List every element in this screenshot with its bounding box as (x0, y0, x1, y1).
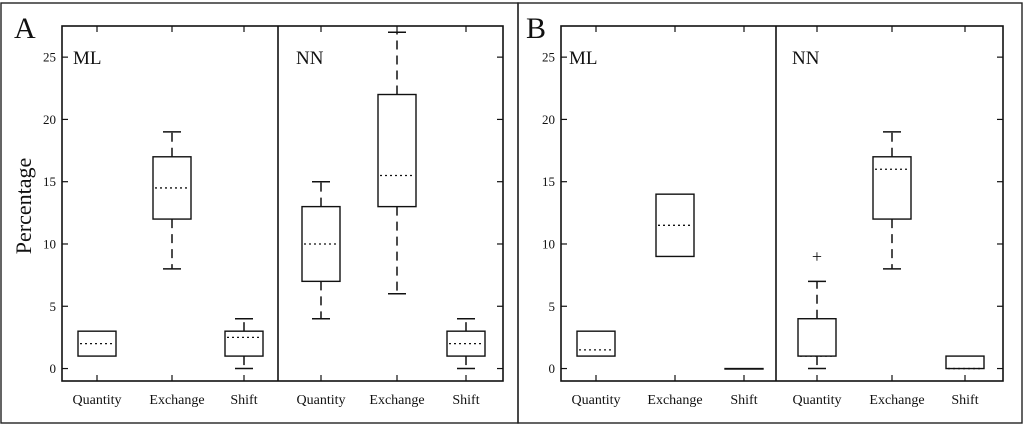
panel-a-ytick-label: 20 (43, 112, 56, 127)
panel-b-nn-category-quantity: Quantity (793, 393, 842, 408)
panel-b-ml-quantity-box (576, 330, 616, 357)
panel-b-ytick-label: 10 (542, 236, 555, 251)
panel-a-ytick-label: 10 (43, 236, 56, 251)
panel-a-ytick-label: 15 (43, 174, 56, 189)
panel-b-ml-category-shift: Shift (730, 393, 757, 408)
panel-a-ml-category-shift: Shift (230, 393, 257, 408)
panel-b-nn-shift-box (945, 355, 985, 370)
panel-b-frame (517, 2, 1023, 424)
panel-b-ytick-label: 20 (542, 112, 555, 127)
panel-b-ml-shift-box (724, 367, 764, 370)
panel-a-ml-shift-box (224, 330, 264, 357)
panel-b-nn-category-shift: Shift (951, 393, 978, 408)
panel-a-ml-category-exchange: Exchange (149, 393, 204, 408)
panel-a-letter: A (14, 12, 36, 45)
panel-a-ytick-label: 0 (50, 361, 57, 376)
panel-b: B ML NN Quantity Exchange Shift Quantity… (526, 12, 1004, 408)
panel-a-nn-category-exchange: Exchange (369, 393, 424, 408)
panel-b-ytick-label: 25 (542, 50, 555, 65)
panel-b-letter: B (526, 12, 546, 45)
panel-b-ytick-label: 15 (542, 174, 555, 189)
panel-b-nn-exchange-box (872, 156, 912, 220)
panel-b-nn-quantity-outlier-marker: + (812, 246, 822, 266)
panel-b-plot-area (560, 25, 1004, 382)
panel-b-ml-category-exchange: Exchange (647, 393, 702, 408)
panel-a-nn-category-quantity: Quantity (297, 393, 346, 408)
panel-b-ml-category-quantity: Quantity (572, 393, 621, 408)
panel-a-ml-category-quantity: Quantity (73, 393, 122, 408)
panel-a-group-nn-label: NN (296, 48, 324, 69)
panel-a-nn-exchange-box (377, 93, 417, 208)
panel-a-group-ml-label: ML (73, 48, 102, 69)
panel-b-nn-category-exchange: Exchange (869, 393, 924, 408)
panel-a-ytick-label: 5 (50, 299, 57, 314)
panel-b-group-ml-label: ML (569, 48, 598, 69)
panel-a-ytick-label: 25 (43, 50, 56, 65)
panel-b-ytick-label: 5 (549, 299, 556, 314)
panel-b-nn-quantity-box (797, 318, 837, 357)
panel-b-ytick-label: 0 (549, 361, 556, 376)
panel-a-plot-area (61, 25, 504, 382)
panel-a: A Percentage ML NN Quantity Exchange Shi… (11, 12, 504, 408)
panel-b-group-nn-label: NN (792, 48, 820, 69)
panel-a-y-axis-label: Percentage (11, 158, 36, 255)
panel-a-nn-category-shift: Shift (452, 393, 479, 408)
panel-a-nn-shift-box (446, 330, 486, 357)
